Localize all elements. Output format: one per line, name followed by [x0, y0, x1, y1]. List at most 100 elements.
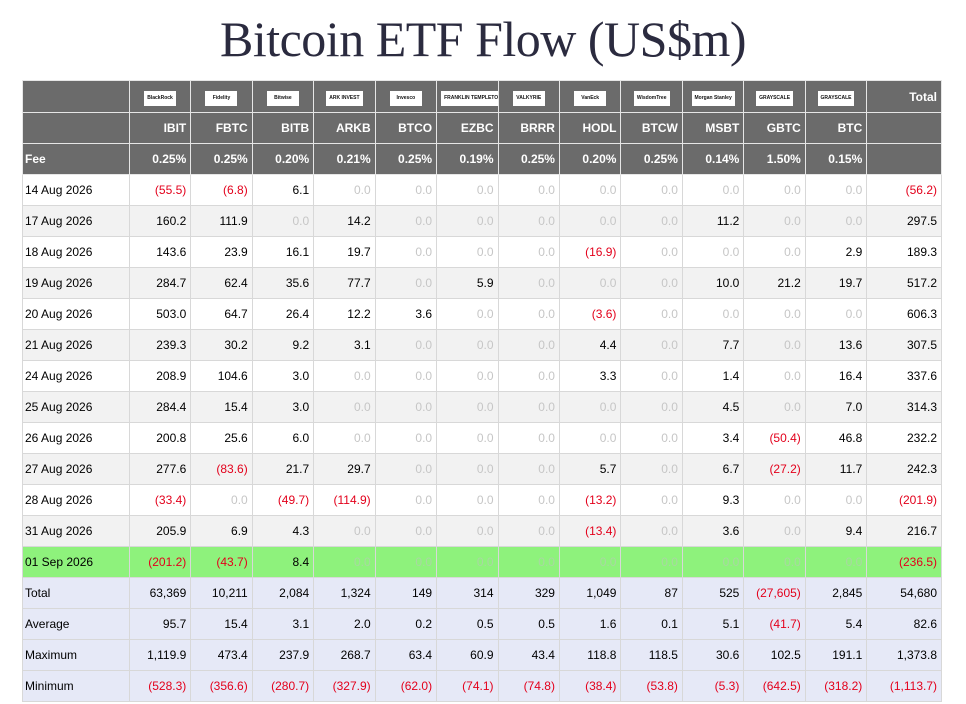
issuer-logo: GRAYSCALE — [817, 90, 855, 106]
summary-cell: 95.7 — [128, 608, 192, 640]
flow-cell: 30.2 — [190, 329, 253, 361]
flow-cell: 0.0 — [558, 546, 622, 578]
summary-cell: (74.8) — [497, 670, 560, 702]
flow-cell: 111.9 — [190, 205, 253, 237]
flow-cell: 3.0 — [251, 391, 315, 423]
flow-cell: 0.0 — [558, 391, 622, 423]
table-row: 18 Aug 2026 143.6 23.9 16.1 19.7 0.0 0.0 0.0 (16… — [22, 236, 942, 268]
date-cell: 20 Aug 2026 — [22, 298, 130, 330]
table-row: 31 Aug 2026 205.9 6.9 4.3 0.0 0.0 0.0 0.0 (13.4)… — [22, 515, 942, 547]
flow-cell: 14.2 — [313, 205, 376, 237]
issuer-logo-row: BlackRock Fidelity Bitwise ARK INVEST Invesc… — [22, 80, 942, 113]
ticker-header: ARKB — [313, 112, 376, 144]
flow-cell: 0.0 — [374, 174, 438, 206]
flow-cell: 0.0 — [374, 391, 438, 423]
issuer-logo: FRANKLIN TEMPLETON — [441, 90, 498, 106]
summary-row: Total 63,369 10,211 2,084 1,324 149 314 329 1,04… — [22, 577, 942, 609]
flow-cell: 0.0 — [251, 205, 315, 237]
issuer-logo-cell: FRANKLIN TEMPLETON — [436, 80, 499, 113]
flow-cell: 503.0 — [128, 298, 192, 330]
flow-cell: 0.0 — [313, 422, 376, 454]
blank-header — [866, 143, 942, 175]
flow-cell: 0.0 — [743, 298, 806, 330]
flow-cell: 0.0 — [436, 453, 499, 485]
total-header: Total — [866, 80, 942, 113]
fee-cell: 0.21% — [313, 143, 376, 175]
flow-cell: 0.0 — [497, 391, 560, 423]
flow-cell: 0.0 — [620, 205, 683, 237]
summary-cell: 314 — [436, 577, 499, 609]
flow-cell: 0.0 — [620, 422, 683, 454]
summary-label: Average — [22, 608, 130, 640]
issuer-logo-cell: Morgan Stanley — [681, 80, 745, 113]
flow-cell: 0.0 — [436, 174, 499, 206]
flow-cell: 160.2 — [128, 205, 192, 237]
flow-cell: 0.0 — [681, 174, 745, 206]
flow-cell: 4.4 — [558, 329, 622, 361]
flow-cell: 3.3 — [558, 360, 622, 392]
flow-cell: 11.7 — [804, 453, 868, 485]
flow-cell: 0.0 — [497, 453, 560, 485]
summary-cell: 149 — [374, 577, 438, 609]
table-row: 20 Aug 2026 503.0 64.7 26.4 12.2 3.6 0.0 0.0 (3.… — [22, 298, 942, 330]
flow-cell: 0.0 — [436, 484, 499, 516]
flow-cell: 104.6 — [190, 360, 253, 392]
flow-cell: 0.0 — [620, 329, 683, 361]
date-cell: 28 Aug 2026 — [22, 484, 130, 516]
flow-cell: 12.2 — [313, 298, 376, 330]
row-total-cell: 216.7 — [866, 515, 942, 547]
flow-cell: 26.4 — [251, 298, 315, 330]
table-row: 28 Aug 2026 (33.4) 0.0 (49.7) (114.9) 0.0 0.0 0… — [22, 484, 942, 516]
summary-total-cell: 1,373.8 — [866, 639, 942, 671]
flow-cell: 0.0 — [374, 484, 438, 516]
table-row: 26 Aug 2026 200.8 25.6 6.0 0.0 0.0 0.0 0.0 0.0 0.… — [22, 422, 942, 454]
fee-cell: 0.25% — [374, 143, 438, 175]
flow-cell: 0.0 — [743, 546, 806, 578]
flow-cell: 64.7 — [190, 298, 253, 330]
flow-cell: 0.0 — [804, 205, 868, 237]
flow-cell: 205.9 — [128, 515, 192, 547]
fee-cell: 0.20% — [558, 143, 622, 175]
issuer-logo-cell: WisdomTree — [620, 80, 683, 113]
flow-cell: 11.2 — [681, 205, 745, 237]
issuer-logo: VALKYRIE — [512, 90, 545, 106]
summary-cell: (5.3) — [681, 670, 745, 702]
summary-cell: (74.1) — [436, 670, 499, 702]
summary-cell: 118.8 — [558, 639, 622, 671]
fee-cell: 0.25% — [190, 143, 253, 175]
flow-cell: (201.2) — [128, 546, 192, 578]
flow-cell: 0.0 — [374, 546, 438, 578]
summary-cell: 0.2 — [374, 608, 438, 640]
flow-cell: 0.0 — [620, 360, 683, 392]
flow-cell: 0.0 — [620, 391, 683, 423]
flow-cell: 239.3 — [128, 329, 192, 361]
flow-cell: 0.0 — [743, 329, 806, 361]
date-cell: 18 Aug 2026 — [22, 236, 130, 268]
table-row: 27 Aug 2026 277.6 (83.6) 21.7 29.7 0.0 0.0 0.0 5… — [22, 453, 942, 485]
flow-cell: 4.3 — [251, 515, 315, 547]
flow-cell: 0.0 — [743, 391, 806, 423]
summary-cell: 1.6 — [558, 608, 622, 640]
summary-cell: 3.1 — [251, 608, 315, 640]
flow-cell: 13.6 — [804, 329, 868, 361]
flow-cell: 23.9 — [190, 236, 253, 268]
flow-cell: 0.0 — [620, 484, 683, 516]
ticker-header: BRRR — [497, 112, 560, 144]
flow-cell: 0.0 — [313, 546, 376, 578]
flow-cell: 0.0 — [743, 174, 806, 206]
blank-header — [866, 112, 942, 144]
ticker-row: IBIT FBTC BITB ARKB BTCO EZBC BRRR HODL BTCW MSBT… — [22, 112, 942, 144]
flow-cell: 200.8 — [128, 422, 192, 454]
summary-cell: 63,369 — [128, 577, 192, 609]
table-row: 21 Aug 2026 239.3 30.2 9.2 3.1 0.0 0.0 0.0 4.4 0.… — [22, 329, 942, 361]
flow-cell: 0.0 — [436, 298, 499, 330]
row-total-cell: 606.3 — [866, 298, 942, 330]
row-total-cell: 242.3 — [866, 453, 942, 485]
flow-cell: 0.0 — [374, 236, 438, 268]
summary-cell: (327.9) — [313, 670, 376, 702]
flow-cell: 4.5 — [681, 391, 745, 423]
issuer-logo-cell: GRAYSCALE — [804, 80, 868, 113]
flow-cell: 0.0 — [313, 391, 376, 423]
flow-cell: 6.0 — [251, 422, 315, 454]
table-row: 01 Sep 2026 (201.2) (43.7) 8.4 0.0 0.0 0.0 0.0 0… — [22, 546, 942, 578]
